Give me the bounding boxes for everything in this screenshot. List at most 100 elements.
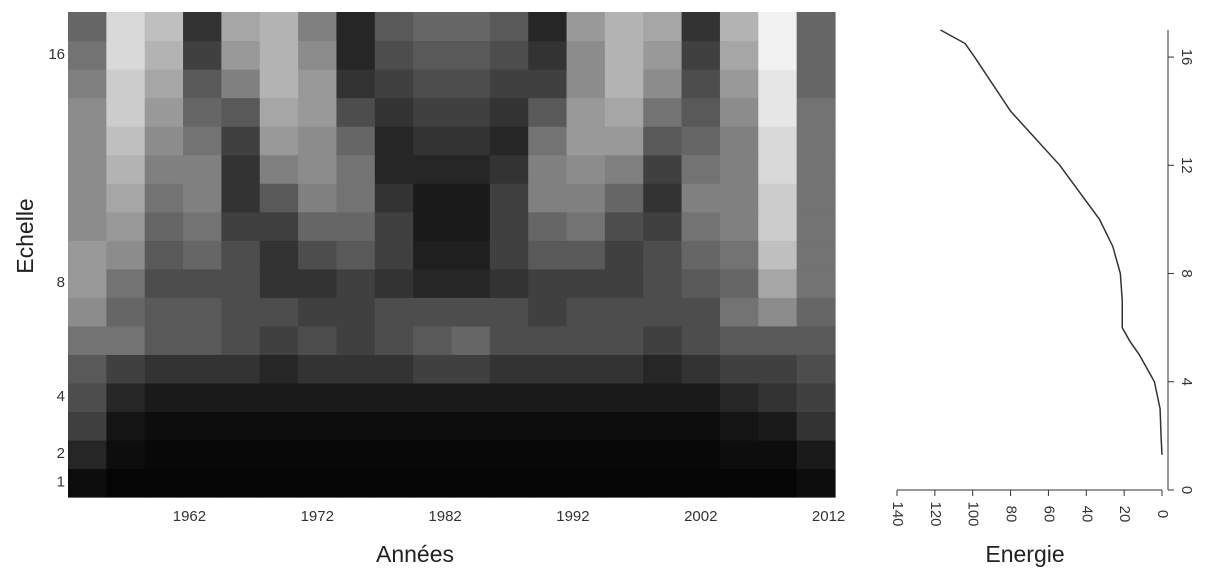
heatmap-cell: [336, 69, 376, 99]
heatmap-cell: [68, 240, 107, 270]
heatmap-cell: [106, 12, 146, 42]
heatmap-cell: [489, 126, 529, 156]
heatmap-cell: [604, 439, 644, 470]
heatmap-cell: [374, 40, 414, 70]
heatmap-cell: [796, 411, 836, 441]
x-tick-label: 40: [1078, 506, 1095, 523]
heatmap-cell: [758, 12, 798, 42]
heatmap-cell: [144, 382, 184, 413]
heatmap-cell: [451, 154, 491, 184]
heatmap-cell: [374, 268, 414, 298]
heatmap-cell: [681, 354, 721, 384]
heatmap-cell: [221, 354, 261, 384]
heatmap-cell: [144, 97, 184, 127]
heatmap-cell: [106, 297, 146, 327]
heatmap-cell: [221, 211, 261, 241]
heatmap-cell: [758, 439, 798, 470]
heatmap-cell: [221, 69, 261, 99]
heatmap-cell: [336, 354, 376, 384]
heatmap-cell: [68, 40, 107, 70]
heatmap-cell: [374, 240, 414, 270]
heatmap-cell: [413, 69, 453, 99]
heatmap-cell: [758, 211, 798, 241]
heatmap-cell: [528, 240, 568, 270]
heatmap-cell: [336, 297, 376, 327]
heatmap-cell: [796, 240, 836, 270]
heatmap-cell: [643, 69, 683, 99]
heatmap-cell: [758, 40, 798, 70]
heatmap-cell: [796, 268, 836, 298]
line: [940, 29, 1163, 455]
heatmap-cell: [719, 297, 759, 327]
heatmap-cell: [604, 126, 644, 156]
heatmap-cell: [106, 268, 146, 298]
heatmap-cell: [604, 12, 644, 42]
heatmap-cell: [144, 411, 184, 441]
heatmap-cell: [259, 12, 299, 42]
heatmap-cell: [413, 297, 453, 327]
heatmap-cell: [489, 354, 529, 384]
heatmap-cell: [719, 325, 759, 355]
heatmap-cell: [413, 211, 453, 241]
heatmap-cell: [719, 154, 759, 184]
heatmap-cell: [68, 211, 107, 241]
heatmap-cell: [106, 154, 146, 184]
heatmap-cell: [106, 325, 146, 355]
heatmap-cell: [413, 12, 453, 42]
heatmap-cell: [643, 40, 683, 70]
heatmap-cell: [221, 411, 261, 441]
heatmap-cell: [451, 354, 491, 384]
heatmap-cell: [528, 69, 568, 99]
heatmap-cell: [643, 468, 683, 498]
heatmap-cell: [604, 69, 644, 99]
heatmap-cell: [451, 297, 491, 327]
heatmap-cell: [451, 268, 491, 298]
heatmap-cell: [451, 126, 491, 156]
heatmap-cell: [489, 411, 529, 441]
x-tick-label: 2012: [812, 508, 845, 525]
heatmap-cell: [796, 154, 836, 184]
heatmap-cell: [681, 439, 721, 470]
heatmap-cell: [604, 268, 644, 298]
heatmap-cell: [413, 411, 453, 441]
heatmap-cell: [528, 439, 568, 470]
heatmap-cell: [259, 354, 299, 384]
heatmap-cell: [221, 240, 261, 270]
x-tick-label: 2002: [684, 508, 717, 525]
x-tick-label: 140: [889, 501, 906, 526]
heatmap-cell: [413, 154, 453, 184]
heatmap-cell: [681, 240, 721, 270]
heatmap-cell: [489, 69, 529, 99]
heatmap-cell: [604, 297, 644, 327]
heatmap-cell: [336, 211, 376, 241]
heatmap-cell: [144, 211, 184, 241]
heatmap-cell: [221, 183, 261, 213]
heatmap-cell: [796, 382, 836, 413]
heatmap-cell: [144, 40, 184, 70]
heatmap-cell: [298, 468, 338, 498]
heatmap-cell: [336, 40, 376, 70]
heatmap-cell: [758, 354, 798, 384]
heatmap-cell: [719, 240, 759, 270]
heatmap-cell: [566, 468, 606, 498]
heatmap-cell: [413, 439, 453, 470]
heatmap-cell: [758, 325, 798, 355]
heatmap-cell: [106, 69, 146, 99]
heatmap-cell: [681, 183, 721, 213]
heatmap-cell: [183, 183, 222, 213]
heatmap-cell: [106, 126, 146, 156]
y-tick-label: 1: [57, 474, 65, 491]
heatmap-cell: [604, 183, 644, 213]
y-tick-label: 8: [57, 274, 65, 291]
heatmap-cell: [604, 97, 644, 127]
heatmap-cell: [221, 268, 261, 298]
heatmap-cell: [374, 154, 414, 184]
heatmap-cell: [106, 439, 146, 470]
heatmap-cell: [451, 439, 491, 470]
y-tick-label: 16: [1178, 49, 1195, 66]
heatmap-cell: [298, 69, 338, 99]
heatmap-cell: [528, 126, 568, 156]
heatmap-cell: [528, 97, 568, 127]
heatmap-cell: [719, 69, 759, 99]
heatmap-cell: [183, 325, 222, 355]
